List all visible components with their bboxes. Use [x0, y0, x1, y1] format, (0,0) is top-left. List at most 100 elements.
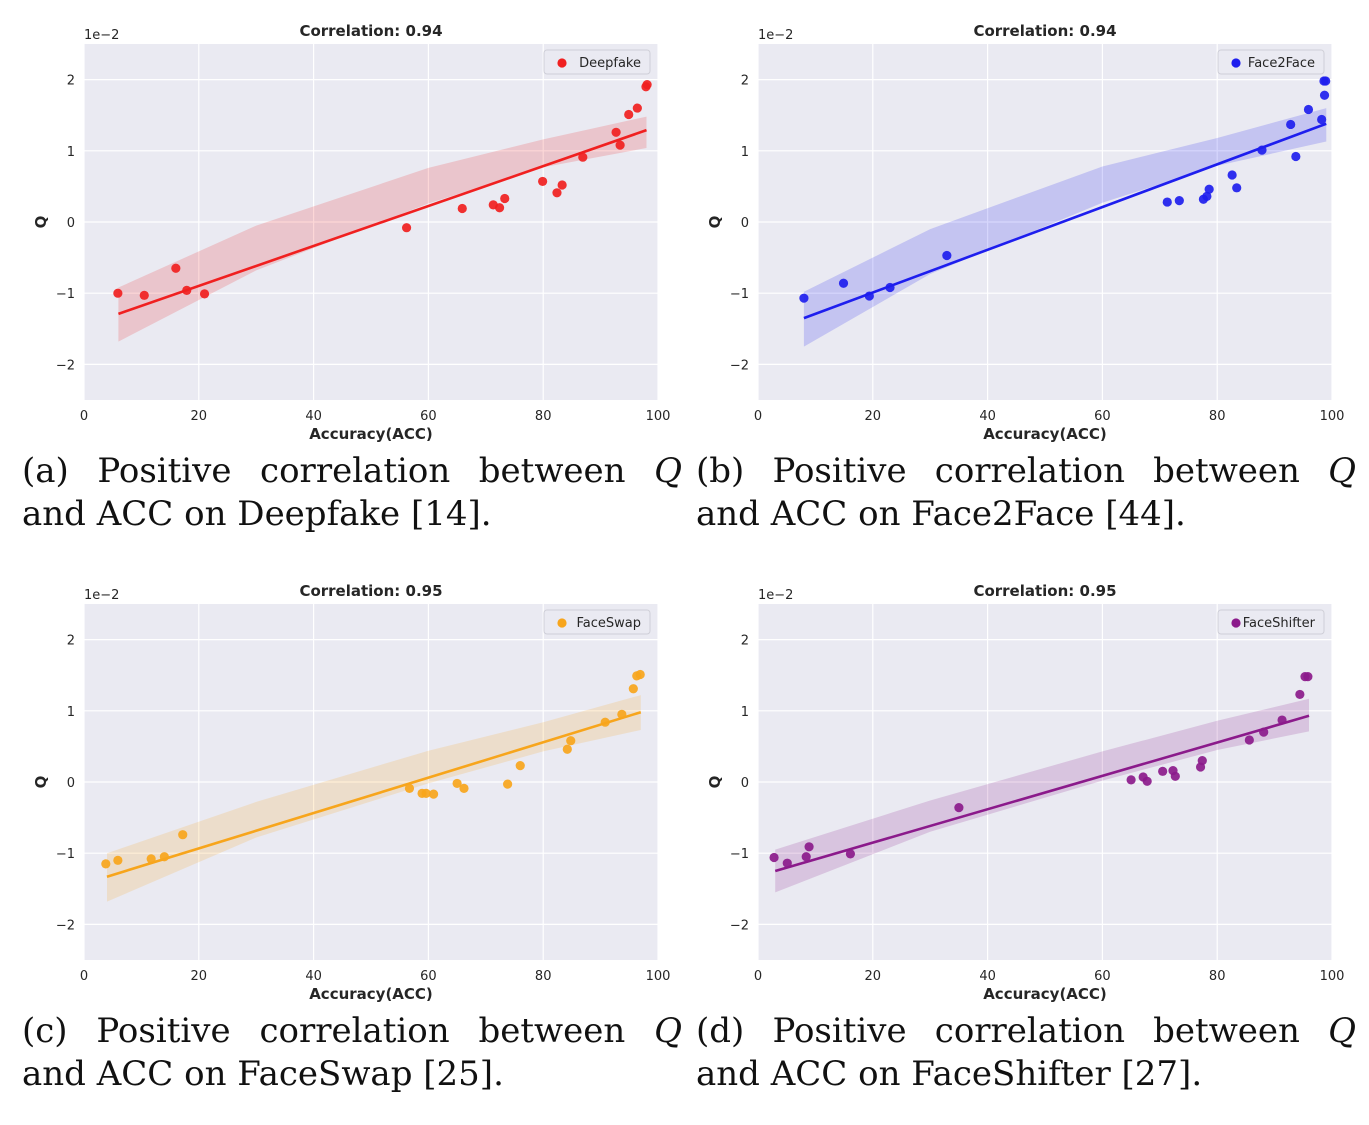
data-point [782, 858, 792, 868]
data-point [428, 789, 439, 799]
data-point [1295, 689, 1305, 700]
y-tick-label: −2 [56, 358, 75, 373]
data-point [1303, 104, 1314, 115]
offset-text: 1e−2 [84, 28, 119, 43]
y-tick-label: −1 [56, 287, 75, 302]
x-tick-label: 100 [646, 409, 671, 424]
legend-marker [1231, 58, 1241, 68]
data-point [642, 79, 652, 90]
x-axis-label: Accuracy(ACC) [983, 985, 1107, 1003]
chart-title: Correlation: 0.95 [299, 582, 442, 600]
data-point [1202, 191, 1212, 201]
y-tick-label: 1 [67, 705, 75, 720]
legend-label: FaceSwap [577, 616, 642, 631]
y-axis-label: Q [706, 216, 724, 229]
legend-box [1217, 49, 1325, 75]
data-point [615, 140, 625, 150]
data-point [1142, 776, 1152, 786]
caption-d: (d) Positive correlation between Q and A… [696, 1011, 1356, 1094]
confidence-band [107, 695, 641, 902]
legend-box [543, 609, 651, 635]
y-tick-label: 2 [67, 634, 75, 649]
data-point [1291, 151, 1301, 162]
data-point [404, 783, 415, 794]
data-point [459, 783, 469, 794]
data-point [1244, 735, 1254, 745]
x-axis-label: Accuracy(ACC) [309, 985, 433, 1003]
data-point [885, 282, 895, 293]
data-point [457, 203, 467, 214]
data-point [503, 779, 513, 789]
x-tick-label: 40 [305, 409, 322, 424]
x-tick-label: 40 [305, 969, 322, 984]
x-tick-label: 20 [865, 409, 882, 424]
data-point [1158, 766, 1168, 776]
x-tick-label: 40 [979, 409, 996, 424]
data-point [1162, 197, 1172, 207]
legend-label: Deepfake [579, 56, 641, 71]
y-tick-label: 2 [741, 634, 749, 649]
y-axis-label: Q [32, 776, 50, 789]
legend-marker [1231, 618, 1241, 628]
data-point [1197, 756, 1207, 766]
y-axis-label: Q [706, 776, 724, 789]
confidence-band [803, 108, 1327, 347]
y-tick-label: 1 [741, 145, 749, 160]
panel-c: 0 20 40 60 80 100 −2 −1 0 1 2 Correlation: 0.95 1e−2… [0, 560, 684, 1120]
data-point [838, 278, 849, 288]
data-point [557, 180, 567, 190]
y-tick-label: 2 [67, 74, 75, 89]
x-tick-label: 100 [646, 969, 671, 984]
data-point [769, 852, 779, 863]
data-point [401, 223, 412, 233]
data-point [182, 285, 192, 295]
chart-d: 0 20 40 60 80 100 −2 −1 0 1 2 Correlation: 0.95 1e−2… [706, 582, 1345, 1003]
data-point [1257, 145, 1267, 155]
x-tick-label: 60 [1094, 409, 1111, 424]
data-point [1277, 715, 1287, 725]
y-tick-label: 0 [67, 216, 75, 231]
y-tick-label: −1 [730, 287, 749, 302]
data-point [1286, 119, 1296, 130]
x-tick-label: 100 [1320, 969, 1345, 984]
data-point [799, 293, 809, 303]
x-tick-label: 60 [420, 409, 437, 424]
x-tick-label: 40 [979, 969, 996, 984]
panel-b: 0 20 40 60 80 100 −2 −1 0 1 2 Correlation: 0.94 1e−2… [674, 0, 1358, 560]
caption-b: (b) Positive correlation between Q and A… [696, 451, 1356, 534]
x-tick-label: 0 [754, 409, 762, 424]
chart-a: 0 20 40 60 80 100 −2 −1 0 1 2 Correlation: 0.94 1e−2… [32, 22, 671, 443]
x-tick-label: 0 [80, 409, 88, 424]
y-tick-label: −2 [56, 918, 75, 933]
y-tick-label: −2 [730, 358, 749, 373]
data-point [942, 250, 952, 261]
data-point [494, 203, 505, 213]
data-point [801, 852, 811, 862]
y-axis-label: Q [32, 216, 50, 229]
data-point [1170, 771, 1180, 781]
y-tick-label: −1 [56, 847, 75, 862]
panel-a: 0 20 40 60 80 100 −2 −1 0 1 2 Correlation: 0.94 1e−2… [0, 0, 684, 560]
data-point [1174, 196, 1184, 206]
data-point [421, 788, 431, 798]
data-point [178, 830, 188, 840]
chart-title: Correlation: 0.94 [299, 22, 442, 40]
data-point [171, 263, 181, 273]
data-point [515, 761, 525, 771]
regression-line [106, 710, 642, 878]
data-point [552, 188, 562, 198]
data-point [139, 290, 149, 300]
legend-label: Face2Face [1248, 56, 1315, 71]
y-tick-label: 0 [741, 216, 749, 231]
x-tick-label: 100 [1320, 409, 1345, 424]
x-tick-label: 80 [535, 969, 552, 984]
legend-label: FaceShifter [1243, 616, 1316, 631]
offset-text: 1e−2 [758, 588, 793, 603]
x-tick-label: 60 [420, 969, 437, 984]
x-tick-label: 60 [1094, 969, 1111, 984]
x-tick-label: 80 [535, 409, 552, 424]
data-point [845, 849, 856, 859]
chart-b: 0 20 40 60 80 100 −2 −1 0 1 2 Correlation: 0.94 1e−2… [706, 22, 1345, 443]
data-point [632, 103, 642, 113]
x-tick-label: 20 [865, 969, 882, 984]
